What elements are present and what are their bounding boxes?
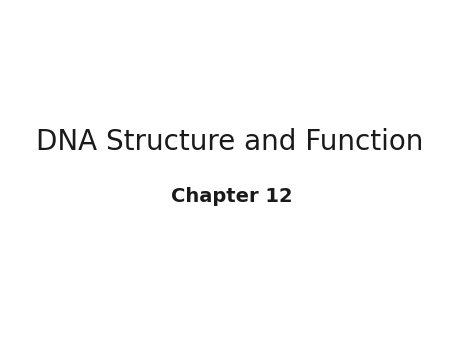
- Text: Chapter 12: Chapter 12: [171, 187, 292, 206]
- Text: DNA Structure and Function: DNA Structure and Function: [36, 128, 423, 156]
